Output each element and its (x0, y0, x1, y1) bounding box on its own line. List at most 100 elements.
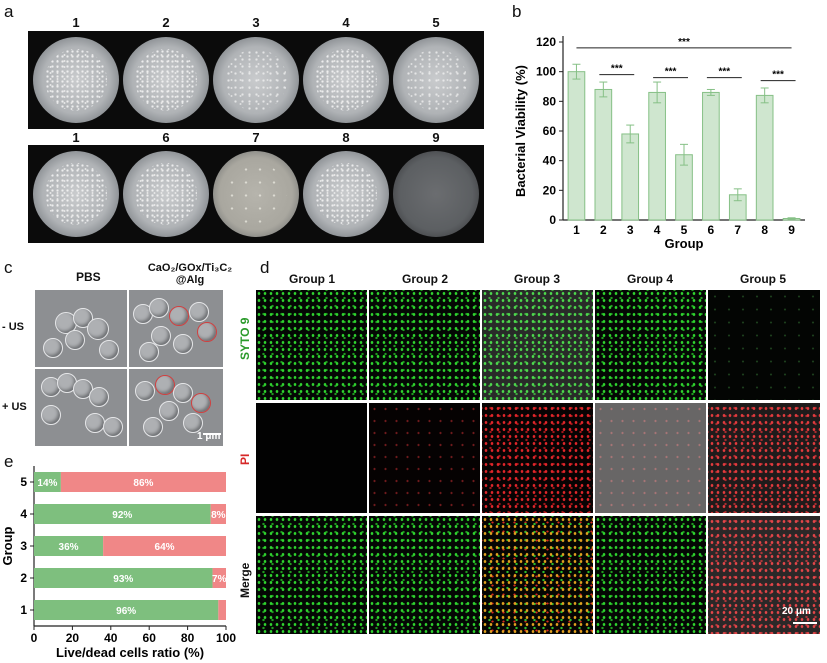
dead-label: 8% (211, 510, 226, 521)
significance-label: *** (611, 64, 623, 75)
sem-image-pbs-minus-us (35, 290, 127, 367)
agar-plate (303, 37, 389, 123)
fluor-image (708, 516, 820, 634)
live-label: 14% (37, 478, 57, 489)
fluor-image (369, 290, 480, 400)
sem-col-treatment-line1: CaO₂/GOx/Ti₃C₂ (147, 262, 233, 274)
fluor-image (708, 290, 820, 400)
plate-number: 2 (162, 15, 170, 30)
live-label: 92% (112, 510, 132, 521)
y-tick-label: 0 (549, 213, 556, 227)
viability-bar-chart: 0 20 40 60 80 100 120 1 2 3 4 5 6 7 8 9 *** *** *** *** *** G… (513, 35, 805, 251)
fluor-image (369, 516, 480, 634)
dead-bar (60, 472, 226, 492)
x-axis-label: Live/dead cells ratio (%) (56, 645, 204, 660)
panel-label-d: d (260, 258, 270, 277)
bar (702, 91, 720, 221)
y-tick-label: 20 (543, 183, 557, 197)
y-axis-label: Bacterial Viability (%) (513, 65, 528, 197)
fluor-col-label: Group 3 (513, 272, 560, 286)
fluor-image (369, 403, 480, 513)
significance-label: *** (772, 70, 784, 81)
live-bar (34, 504, 211, 524)
live-bar (34, 600, 219, 620)
plate-number: 1 (72, 130, 80, 145)
fluor-image (595, 403, 706, 513)
x-tick-label: 3 (627, 223, 634, 237)
fluor-image (482, 290, 593, 400)
sem-image-treated-minus-us (129, 290, 223, 367)
bar (755, 94, 774, 221)
sem-col-treatment: CaO₂/GOx/Ti₃C₂ @Alg (130, 262, 250, 286)
y-tick-label: 1 (20, 603, 27, 617)
dead-bar (218, 600, 226, 620)
x-tick-label: 6 (708, 223, 715, 237)
plate-number: 5 (432, 15, 440, 30)
x-tick-label: 40 (104, 631, 118, 645)
x-tick-label: 9 (788, 223, 795, 237)
fluor-col-label: Group 1 (288, 272, 335, 286)
sem-row-plus-us: + US (2, 401, 27, 413)
dead-label: 86% (133, 478, 153, 489)
y-tick-label: 100 (536, 65, 556, 79)
live-label: 93% (113, 574, 133, 585)
agar-plate (123, 151, 209, 237)
x-tick-label: 2 (600, 223, 607, 237)
live-label: 36% (59, 542, 79, 553)
significance-label: *** (718, 67, 730, 78)
bar (567, 71, 586, 221)
x-tick-label: 0 (31, 631, 38, 645)
y-tick-label: 120 (536, 35, 556, 49)
agar-plate (33, 151, 119, 237)
plate-number: 3 (252, 15, 260, 30)
sem-col-pbs: PBS (76, 270, 101, 284)
agar-plate (393, 151, 479, 237)
sem-scale-bar (203, 433, 221, 435)
plate-number: 4 (342, 15, 350, 30)
panel-label-a: a (4, 2, 14, 21)
fluor-scale-bar (793, 622, 817, 624)
fluor-row-label-syto9: SYTO 9 (238, 317, 252, 360)
panel-label-b: b (512, 2, 522, 21)
dead-bar (103, 536, 226, 556)
plate-number: 7 (252, 130, 260, 145)
sem-row-minus-us: - US (2, 321, 24, 333)
fluor-row-label-pi: PI (238, 453, 252, 465)
live-bar (34, 568, 213, 588)
x-tick-label: 5 (681, 223, 688, 237)
live-bar (34, 472, 61, 492)
fluor-image (595, 516, 706, 634)
dead-label: 64% (155, 542, 175, 553)
sem-scale-label: 1 μm (197, 431, 221, 442)
y-tick-label: 5 (20, 475, 27, 489)
agar-plate (213, 37, 299, 123)
plate-number: 6 (162, 130, 170, 145)
fluor-image (256, 290, 367, 400)
y-tick-label: 80 (543, 94, 557, 108)
agar-plate (33, 37, 119, 123)
fluor-image (708, 403, 820, 513)
live-bar (34, 536, 104, 556)
agar-plate (393, 37, 479, 123)
panel-label-e: e (4, 452, 14, 471)
fluor-scale-label: 20 μm (782, 606, 811, 617)
y-axis-label: Group (0, 526, 15, 565)
y-tick-label: 2 (20, 571, 27, 585)
fluor-row-label-merge: Merge (238, 562, 252, 598)
plate-number: 9 (432, 130, 440, 145)
plate-number: 8 (342, 130, 350, 145)
fluor-image (256, 516, 367, 634)
y-tick-label: 40 (543, 154, 557, 168)
fluor-image (595, 290, 706, 400)
agar-plate (213, 151, 299, 237)
agar-plate (123, 37, 209, 123)
x-tick-label: 20 (66, 631, 80, 645)
fluor-image (482, 403, 593, 513)
plate-number: 1 (72, 15, 80, 30)
significance-label: *** (678, 37, 690, 48)
live-dead-stacked-chart: 0 20 40 60 80 100 96% 1 93% 7% 2 36% 64% 3 92% 8% 4 14% 86… (0, 466, 236, 660)
bar (594, 88, 613, 221)
bar (648, 91, 666, 221)
agar-plate (303, 151, 389, 237)
dead-bar (212, 568, 226, 588)
